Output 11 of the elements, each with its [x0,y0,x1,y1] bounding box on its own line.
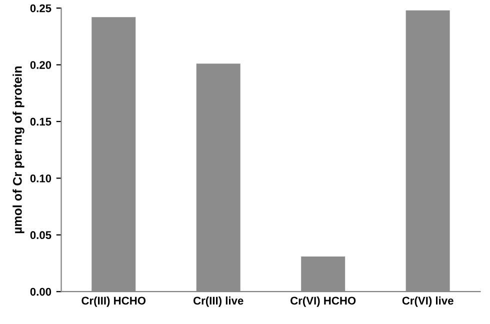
y-tick-label: 0.15 [30,118,52,126]
y-tick-label: 0.05 [30,231,52,240]
y-tick-label: 0.20 [30,61,52,69]
x-tick-label: Cr(VI) live [402,296,454,307]
y-tick-label: 0.10 [30,174,52,182]
x-tick-label: Cr(VI) HCHO [290,296,356,307]
x-tick-label: Cr(III) live [194,296,244,307]
y-axis-title: µmol of Cr per mg of protein [12,66,24,234]
y-tick-label: 0.00 [30,288,52,296]
x-tick-label: Cr(III) HCHO [82,296,146,307]
y-tick-label: 0.25 [30,4,52,12]
